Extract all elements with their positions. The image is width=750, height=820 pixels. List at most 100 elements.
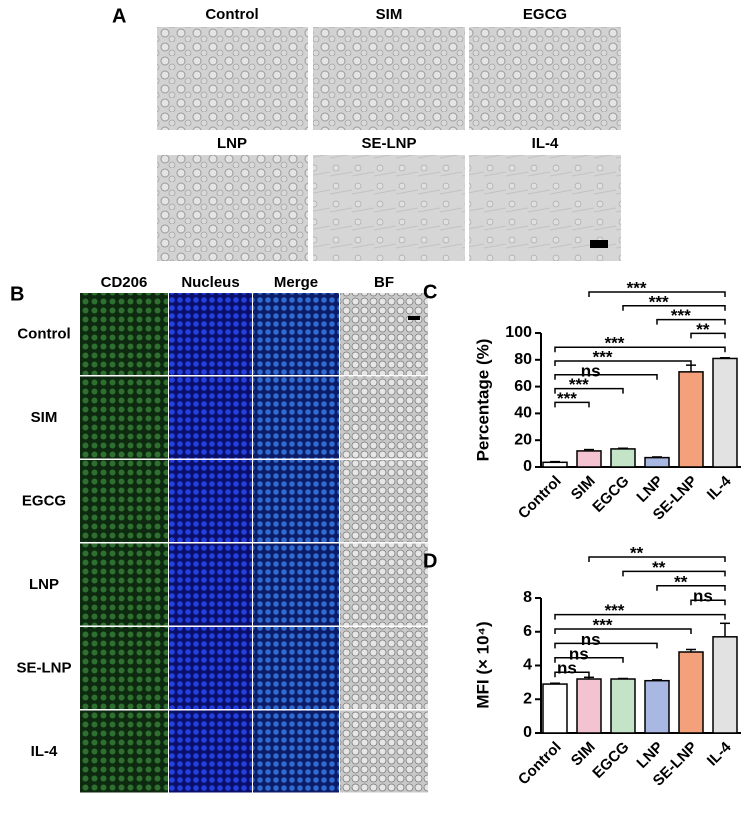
image-label: IL-4 (532, 135, 559, 152)
image-label: SE-LNP (361, 135, 416, 152)
micrograph (253, 543, 339, 626)
significance-label: ** (674, 572, 688, 591)
bar (610, 678, 636, 734)
significance-label: ns (569, 644, 589, 663)
micrograph (253, 460, 339, 542)
significance-bracket (554, 401, 590, 408)
panel-label: C (423, 281, 437, 303)
y-tick-label: 0 (523, 458, 532, 475)
scale-bar (408, 316, 420, 320)
micrograph (80, 543, 168, 626)
micrograph (80, 710, 168, 793)
micrograph (340, 543, 428, 626)
significance-label: ** (652, 558, 666, 577)
bar (712, 357, 738, 468)
micrograph (253, 710, 339, 793)
column-label: Nucleus (181, 274, 239, 291)
y-tick-label: 8 (523, 589, 532, 606)
significance-bracket (622, 570, 726, 577)
significance-label: ns (581, 630, 601, 649)
significance-bracket (690, 332, 726, 339)
image-label: SIM (376, 6, 403, 23)
significance-label: *** (593, 347, 613, 366)
significance-label: ns (557, 659, 577, 678)
significance-bracket (554, 642, 658, 649)
panel-label: B (10, 283, 24, 305)
row-label: SE-LNP (16, 660, 71, 677)
row-label: IL-4 (31, 743, 58, 760)
significance-bracket (656, 318, 726, 325)
significance-label: *** (605, 601, 625, 620)
bar (576, 450, 602, 468)
bar (678, 371, 704, 468)
micrograph (80, 293, 168, 375)
micrograph (169, 293, 252, 375)
panel-label: A (112, 5, 126, 27)
y-tick-label: 0 (523, 724, 532, 741)
image-label: LNP (217, 135, 247, 152)
micrograph (340, 376, 428, 459)
significance-bracket (588, 556, 726, 562)
significance-label: *** (671, 306, 691, 325)
row-label: EGCG (22, 493, 66, 510)
bar (712, 636, 738, 734)
micrograph (340, 627, 428, 709)
micrograph (253, 627, 339, 709)
bar (610, 448, 636, 468)
micrograph (313, 155, 465, 261)
column-label: BF (374, 274, 394, 291)
column-label: Merge (274, 274, 318, 291)
y-axis-label: Percentage (%) (473, 339, 492, 462)
row-label: SIM (31, 409, 58, 426)
y-tick-label: 6 (523, 623, 532, 640)
row-label: Control (17, 326, 70, 343)
scale-bar (590, 240, 608, 248)
micrograph (169, 710, 252, 793)
significance-label: ** (630, 543, 644, 562)
bar (542, 683, 568, 734)
significance-bracket (690, 599, 726, 606)
micrograph (169, 627, 252, 709)
bar (542, 461, 568, 468)
significance-label: *** (649, 292, 669, 311)
significance-bracket (554, 346, 726, 353)
column-label: CD206 (101, 274, 148, 291)
significance-label: ns (693, 587, 713, 606)
image-label: Control (205, 6, 258, 23)
significance-bracket (554, 387, 624, 394)
significance-bracket (622, 305, 726, 311)
panel-label: D (423, 550, 437, 572)
significance-bracket (656, 585, 726, 591)
micrograph (253, 376, 339, 459)
micrograph (169, 460, 252, 542)
significance-label: ** (696, 320, 710, 339)
significance-bracket (588, 291, 726, 297)
y-tick-label: 100 (505, 324, 532, 341)
micrograph (313, 27, 465, 130)
micrograph (169, 543, 252, 626)
micrograph (469, 27, 621, 130)
micrograph (80, 627, 168, 709)
significance-bracket (554, 628, 692, 634)
bar (644, 456, 670, 468)
micrograph (157, 27, 308, 130)
micrograph (340, 710, 428, 793)
significance-label: *** (605, 334, 625, 353)
y-tick-label: 80 (514, 351, 532, 368)
y-axis-label: MFI (× 10⁴) (473, 621, 492, 708)
micrograph (340, 293, 428, 375)
significance-bracket (554, 657, 624, 663)
significance-label: *** (569, 375, 589, 394)
micrograph (80, 460, 168, 542)
bar (576, 678, 602, 734)
significance-bracket (554, 613, 726, 620)
significance-label: ns (581, 361, 601, 380)
micrograph (340, 460, 428, 542)
row-label: LNP (29, 576, 59, 593)
significance-bracket (554, 671, 590, 678)
bar (644, 679, 670, 734)
image-label: EGCG (523, 6, 567, 23)
significance-bracket (554, 360, 692, 366)
bar (678, 651, 704, 734)
